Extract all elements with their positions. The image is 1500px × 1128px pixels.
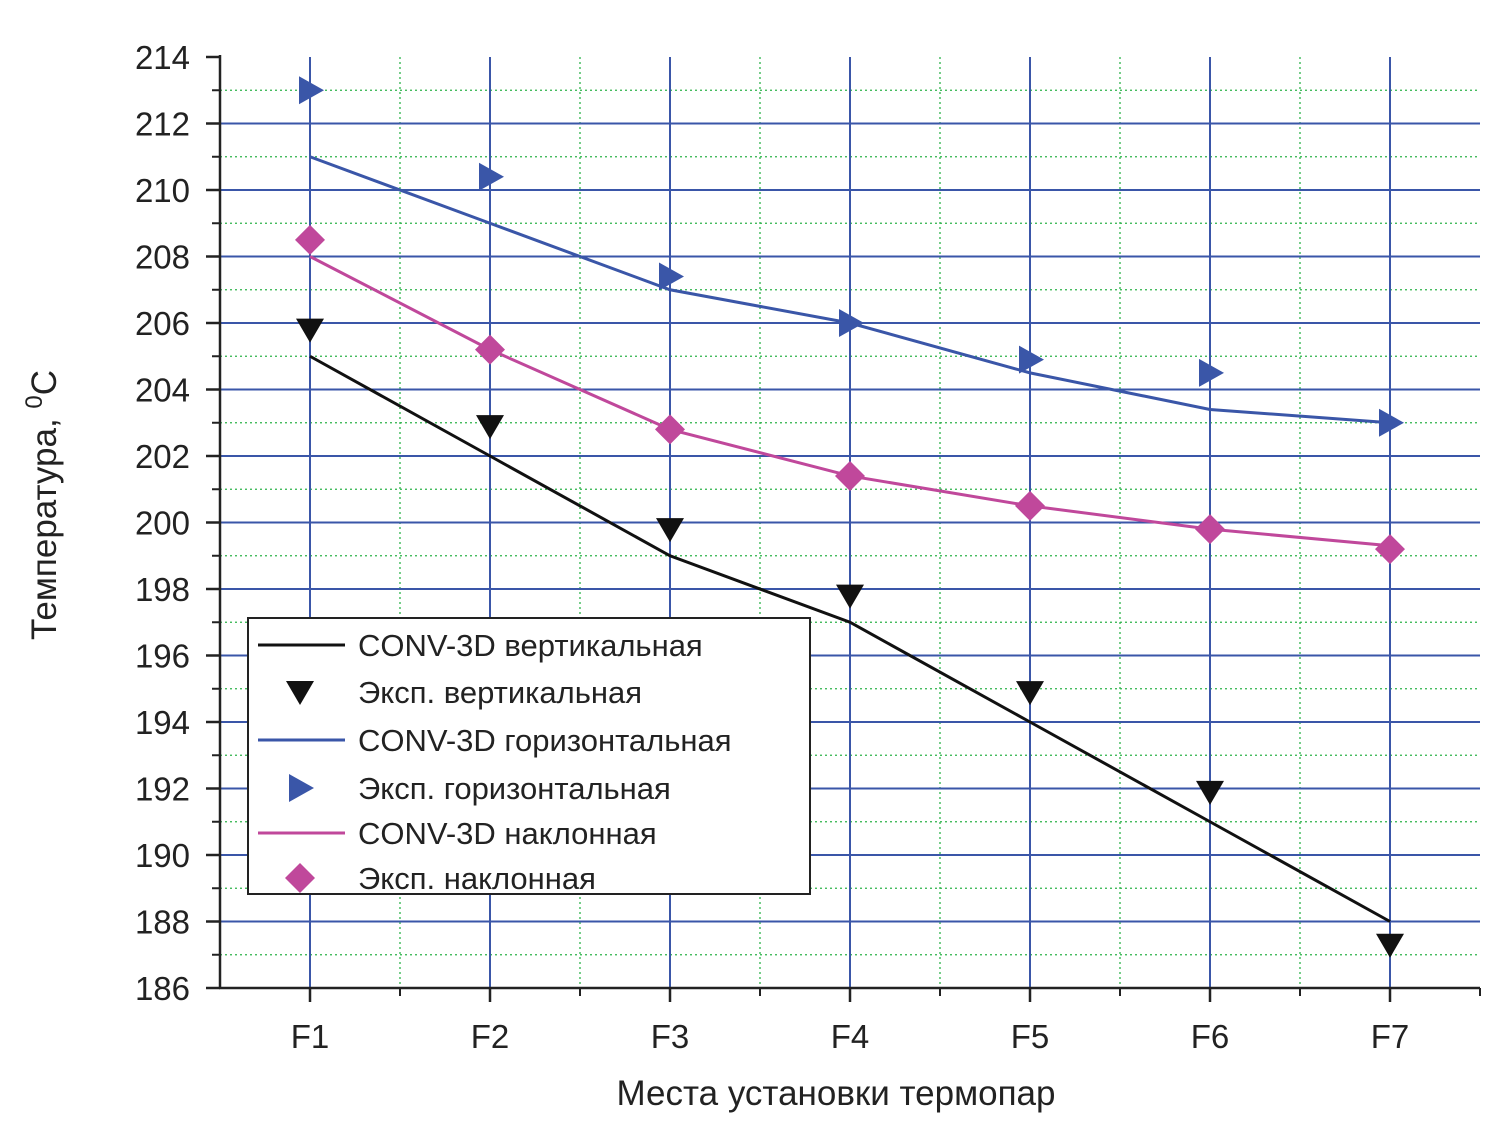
y-tick-label: 188	[135, 904, 190, 941]
data-point-3-3	[839, 309, 864, 337]
y-tick-label: 206	[135, 305, 190, 342]
data-point-1-2	[656, 518, 684, 543]
data-point-3-6	[1379, 408, 1404, 437]
legend-swatch-marker	[285, 863, 315, 893]
y-tick-label: 204	[135, 372, 190, 409]
series-markers	[295, 76, 1405, 958]
data-point-5-6	[1375, 534, 1405, 565]
x-tick-label: F3	[651, 1018, 690, 1055]
x-tick-label: F4	[831, 1018, 870, 1055]
x-tick-label: F6	[1191, 1018, 1230, 1055]
data-point-1-5	[1196, 780, 1224, 805]
y-tick-label: 214	[135, 39, 190, 76]
y-axis-title: Температура, 0C	[21, 370, 64, 640]
legend-label: Эксп. вертикальная	[358, 675, 642, 710]
data-point-3-0	[299, 76, 324, 105]
data-point-3-1	[479, 162, 504, 191]
legend-label: CONV-3D наклонная	[358, 816, 657, 851]
data-point-1-0	[296, 318, 324, 343]
y-tick-label: 198	[135, 571, 190, 608]
legend-swatch-marker	[289, 774, 314, 802]
data-point-1-6	[1376, 933, 1404, 958]
y-tick-label: 192	[135, 771, 190, 808]
y-tick-label: 202	[135, 438, 190, 475]
x-axis-title: Места установки термопар	[616, 1074, 1055, 1113]
y-tick-label: 212	[135, 106, 190, 143]
data-point-5-5	[1195, 514, 1225, 545]
data-point-5-2	[655, 414, 685, 445]
data-point-5-1	[475, 334, 505, 365]
y-tick-label: 196	[135, 638, 190, 675]
x-tick-label: F2	[471, 1018, 510, 1055]
x-tick-label: F1	[291, 1018, 330, 1055]
series-line-0	[309, 354, 1391, 923]
data-point-1-1	[476, 415, 504, 440]
legend-label: CONV-3D вертикальная	[358, 628, 703, 663]
data-point-5-0	[295, 224, 325, 255]
y-axis-title-unit: C	[25, 370, 64, 395]
data-point-3-5	[1199, 358, 1224, 387]
y-tick-label: 186	[135, 970, 190, 1007]
data-point-5-4	[1015, 490, 1045, 521]
legend-box	[247, 617, 811, 895]
y-axis-title-sup: 0	[21, 395, 48, 408]
legend-label: Эксп. наклонная	[358, 861, 596, 896]
legend-swatch-marker	[286, 681, 314, 705]
data-point-1-3	[836, 584, 864, 609]
x-tick-label: F7	[1371, 1018, 1410, 1055]
data-point-5-3	[835, 460, 865, 491]
data-point-3-2	[659, 262, 684, 291]
y-axis-title-text: Температура,	[25, 409, 64, 640]
y-tick-label: 208	[135, 239, 190, 276]
y-tick-label: 200	[135, 505, 190, 542]
legend: CONV-3D вертикальная Эксп. вертикальная CO…	[247, 617, 811, 896]
legend-label: Эксп. горизонтальная	[358, 771, 671, 806]
axes	[206, 55, 1481, 1002]
y-tick-label: 194	[135, 704, 190, 741]
y-tick-label: 190	[135, 837, 190, 874]
x-tick-label: F5	[1011, 1018, 1050, 1055]
y-tick-labels: 186 188 190 192 194 196 198 200 202 204 206 208 210 2…	[135, 39, 190, 1007]
data-point-1-4	[1016, 681, 1044, 706]
y-tick-label: 210	[135, 172, 190, 209]
x-tick-labels: F1 F2 F3 F4 F5 F6 F7	[291, 1018, 1410, 1055]
data-point-3-4	[1019, 345, 1044, 374]
legend-label: CONV-3D горизонтальная	[358, 723, 732, 758]
